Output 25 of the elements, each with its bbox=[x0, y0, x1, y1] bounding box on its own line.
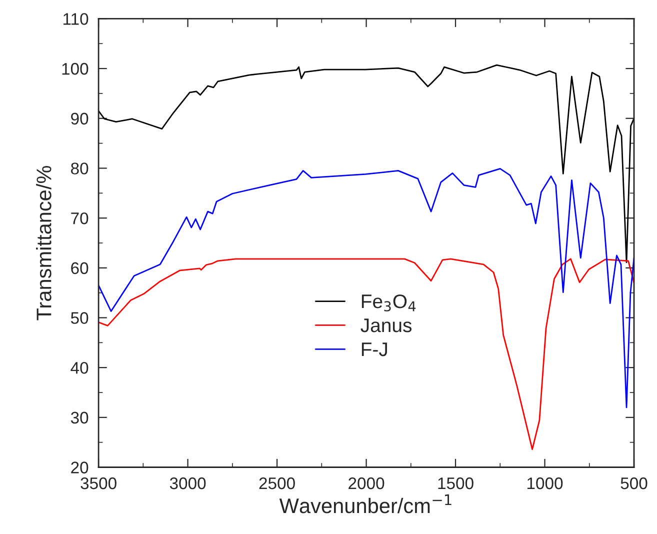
y-axis-title: Transmittance/% bbox=[36, 166, 52, 320]
y-tick-label: 90 bbox=[71, 112, 88, 125]
y-tick-label: 30 bbox=[70, 412, 88, 424]
legend-label: Janus bbox=[360, 318, 412, 332]
legend-label: Fe$_{3}$O$_{4}$ bbox=[362, 294, 416, 312]
line-series bbox=[98, 64, 634, 264]
x-tick-label: 1000 bbox=[527, 477, 563, 490]
y-tick-label: 110 bbox=[64, 13, 88, 25]
x-tick-label: 3500 bbox=[80, 477, 116, 490]
x-tick-label: 2500 bbox=[259, 477, 295, 490]
y-tick-label: 100 bbox=[62, 62, 88, 75]
x-axis-title: Wavenunber/cm$^{−1}$ bbox=[279, 494, 452, 514]
line-series bbox=[98, 258, 634, 450]
x-tick-label: 500 bbox=[620, 477, 648, 490]
legend-label: F-J bbox=[362, 342, 387, 356]
x-tick-label: 2000 bbox=[348, 477, 384, 490]
y-tick-label: 20 bbox=[71, 462, 88, 474]
y-tick-label: 50 bbox=[70, 312, 88, 324]
y-tick-label: 60 bbox=[71, 262, 88, 274]
y-tick-label: 80 bbox=[71, 162, 88, 174]
y-tick-label: 40 bbox=[70, 362, 88, 374]
x-tick-label: 3000 bbox=[170, 477, 206, 490]
y-tick-label: 70 bbox=[71, 212, 88, 224]
x-tick-label: 1500 bbox=[438, 477, 474, 490]
line-series bbox=[98, 168, 634, 408]
